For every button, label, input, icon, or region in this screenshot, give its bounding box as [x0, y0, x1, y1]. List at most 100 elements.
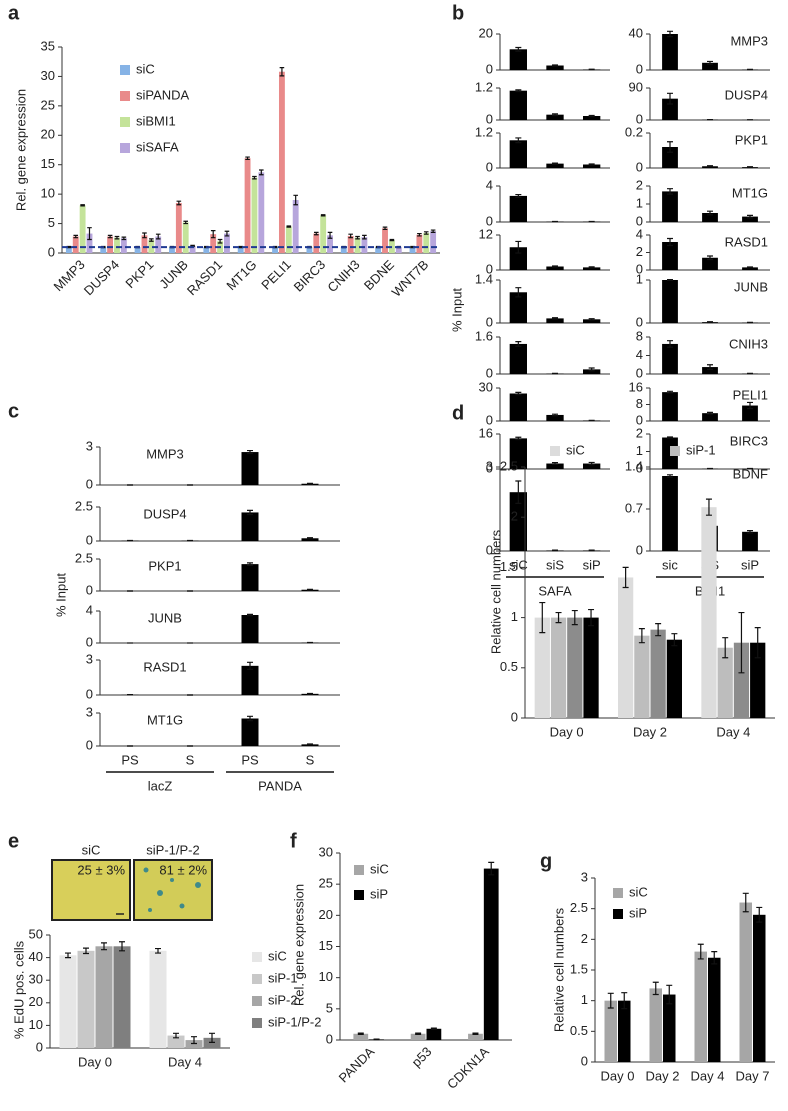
y-tick-label: 20: [41, 127, 55, 142]
error-bar: [707, 255, 713, 261]
error-bar: [621, 992, 628, 1010]
y-tick-label: 2: [581, 931, 588, 946]
y-tick-label: 30: [41, 68, 55, 83]
y-tick-label: 0: [636, 412, 643, 427]
legend-label: siSAFA: [136, 139, 179, 154]
bar: [708, 957, 721, 1062]
bar: [509, 343, 527, 374]
image-title: siP-1/P-2: [146, 842, 199, 857]
legend-label: siP: [370, 886, 388, 901]
error-bar: [747, 530, 753, 534]
legend-swatch: [354, 865, 364, 875]
error-bar: [667, 436, 673, 439]
bar: [662, 34, 678, 70]
bar: [241, 564, 259, 591]
bar: [361, 237, 368, 253]
y-tick-label: 0.2: [625, 124, 643, 139]
legend-label: siP: [629, 905, 647, 920]
error-bar: [588, 461, 595, 466]
group-label: SAFA: [538, 583, 572, 598]
error-bar: [756, 906, 763, 923]
y-tick-label: 0: [486, 460, 493, 475]
error-bar: [552, 64, 558, 67]
y-tick-label: 0.5: [500, 659, 518, 674]
y-tick-label: 2: [511, 509, 518, 524]
y-tick-label: 0: [86, 476, 93, 491]
y-tick-label: 0: [486, 213, 493, 228]
x-tick-label: Day 2: [646, 1068, 680, 1083]
y-tick-label: 0: [486, 542, 493, 557]
bar: [742, 405, 758, 421]
error-bar: [607, 992, 614, 1009]
error-bar: [747, 266, 753, 269]
error-bar: [552, 162, 558, 165]
y-tick-label: 2: [636, 425, 643, 440]
error-bar: [307, 537, 313, 540]
bar: [509, 292, 527, 323]
error-bar: [571, 609, 578, 626]
bar: [509, 49, 527, 70]
group-label: lacZ: [148, 778, 173, 793]
bar: [72, 236, 79, 253]
error-bar: [373, 1038, 380, 1041]
x-tick-label: PANDA: [336, 1044, 378, 1086]
error-bar: [515, 287, 522, 298]
x-tick-label: Day 7: [736, 1068, 770, 1083]
error-bar: [173, 1032, 179, 1039]
error-bar: [667, 340, 673, 348]
error-bar: [149, 238, 154, 242]
bar: [546, 463, 564, 469]
bar: [210, 234, 217, 253]
x-tick-label: p53: [409, 1044, 435, 1070]
y-axis-label: % Input: [53, 573, 68, 617]
chart-title: PKP1: [735, 132, 768, 147]
error-bar: [430, 229, 436, 233]
bar: [100, 247, 107, 253]
error-bar: [622, 566, 629, 589]
y-tick-label: 1: [636, 271, 643, 286]
bar: [167, 1035, 185, 1048]
bar: [237, 247, 244, 253]
legend-swatch: [252, 974, 262, 984]
y-axis-label: Relative cell numbers: [551, 907, 566, 1032]
chart-title: MMP3: [730, 33, 768, 48]
error-bar: [515, 436, 522, 441]
error-bar: [588, 549, 595, 552]
bar: [546, 414, 564, 421]
error-bar: [588, 608, 595, 627]
error-bar: [430, 1027, 437, 1030]
bar: [509, 393, 527, 421]
x-tick-label: Day 4: [716, 724, 750, 739]
bar: [546, 318, 564, 323]
error-bar: [355, 235, 360, 240]
y-tick-label: 0: [326, 1031, 333, 1046]
y-tick-label: 2.5: [570, 900, 588, 915]
y-tick-label: 0: [486, 159, 493, 174]
error-bar: [80, 204, 85, 207]
bar: [509, 140, 527, 168]
legend-swatch: [252, 952, 262, 962]
y-tick-label: 0: [636, 213, 643, 228]
error-bar: [667, 237, 673, 247]
bar: [717, 647, 733, 718]
bar: [224, 233, 230, 253]
y-tick-label: 25: [319, 876, 333, 891]
x-tick-label: Day 4: [691, 1068, 725, 1083]
y-tick-label: 8: [636, 396, 643, 411]
error-bar: [552, 265, 558, 268]
bar: [327, 235, 333, 253]
y-tick-label: 2.5: [75, 550, 93, 565]
bar: [702, 413, 718, 421]
y-tick-label: 5: [326, 1000, 333, 1015]
bar: [701, 507, 717, 718]
error-bar: [667, 278, 673, 282]
y-tick-label: 35: [41, 38, 55, 53]
y-tick-label: 4: [636, 226, 643, 241]
error-bar: [87, 227, 92, 241]
bar: [149, 950, 167, 1048]
bar: [753, 914, 766, 1062]
bar: [662, 476, 678, 551]
bar: [107, 236, 114, 253]
bar: [65, 247, 72, 253]
